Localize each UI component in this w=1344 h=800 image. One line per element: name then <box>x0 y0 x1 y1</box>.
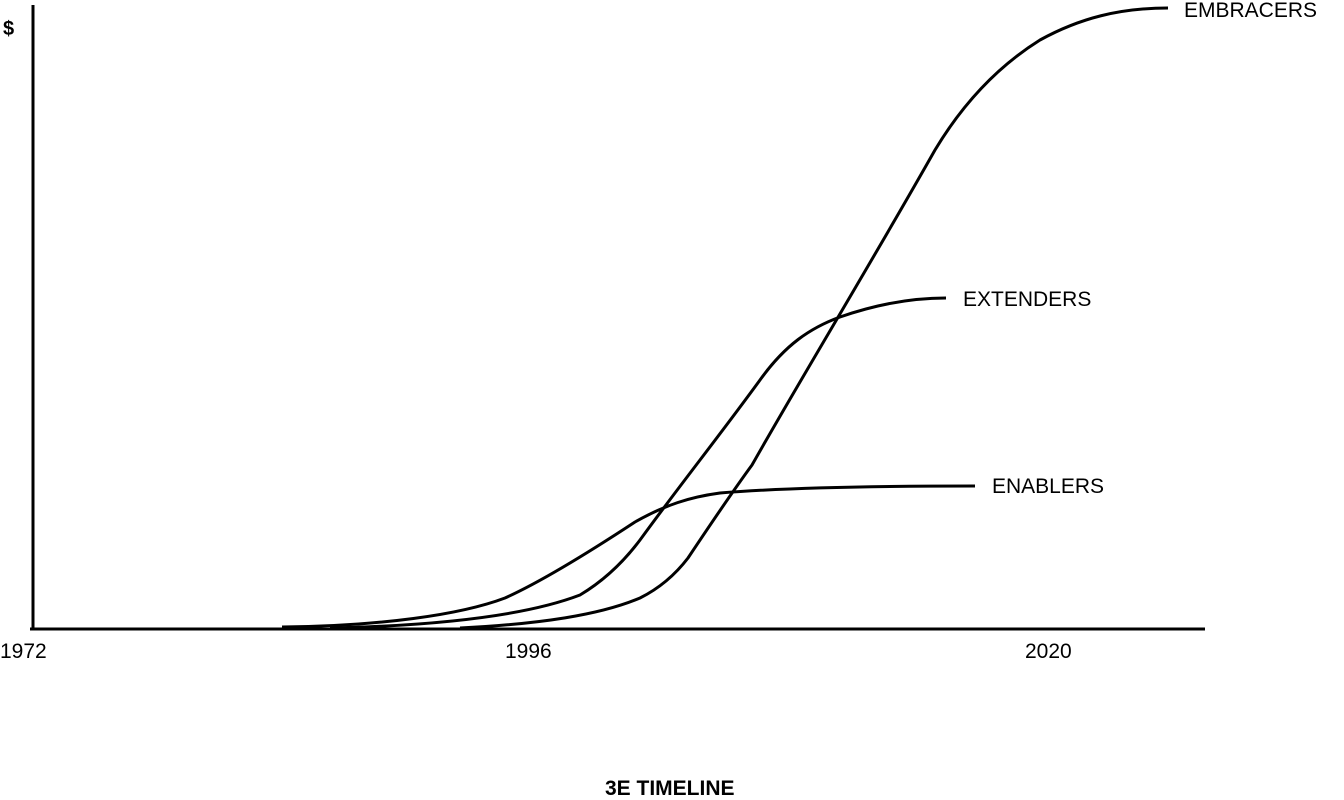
enablers-line <box>281 484 976 629</box>
chart-title: 3E TIMELINE <box>605 777 735 800</box>
y-axis-label: $ <box>3 18 15 40</box>
series-label-extenders: EXTENDERS <box>963 288 1092 311</box>
x-tick-2020: 2020 <box>1025 640 1072 663</box>
x-tick-1996: 1996 <box>505 640 552 663</box>
series-label-embracers: EMBRACERS <box>1184 0 1318 22</box>
embracers-line <box>459 6 1169 630</box>
x-tick-1972: 1972 <box>0 640 47 663</box>
extenders-line <box>329 296 947 630</box>
series-label-enablers: ENABLERS <box>992 475 1105 498</box>
